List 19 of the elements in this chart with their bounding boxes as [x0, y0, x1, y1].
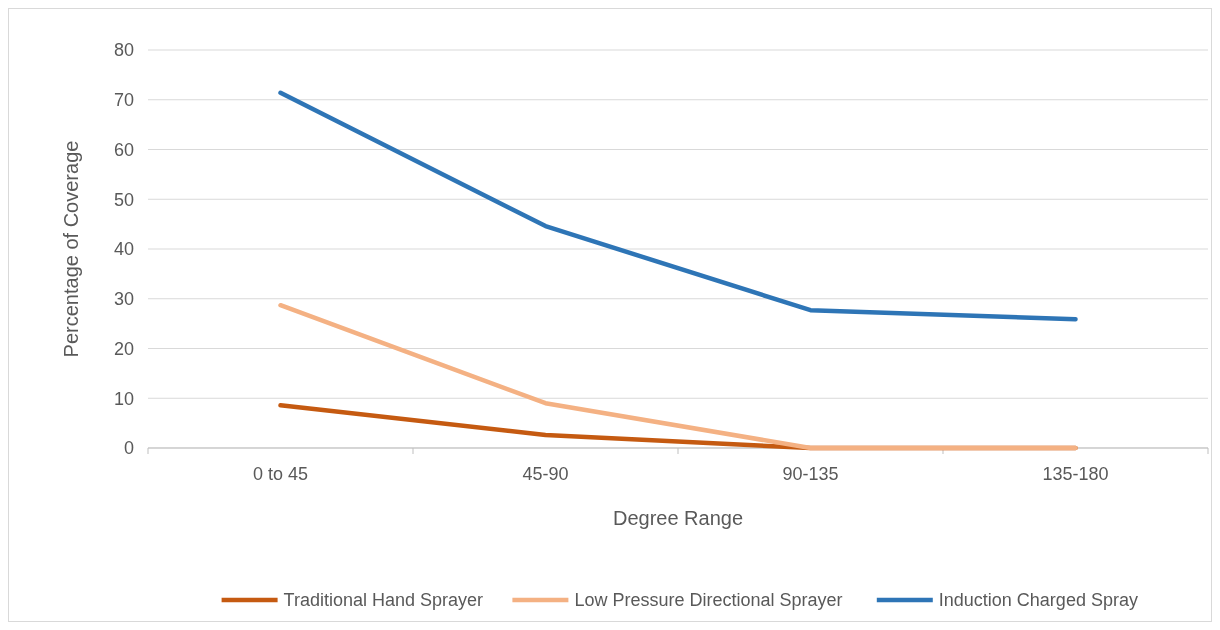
legend-label: Induction Charged Spray: [938, 590, 1138, 611]
y-tick-label: 20: [113, 338, 134, 359]
line-series: [278, 90, 1078, 322]
legend-label: Low Pressure Directional Sprayer: [574, 590, 843, 611]
x-tick-label: 0 to 45: [252, 464, 309, 484]
y-tick-label: 60: [113, 139, 134, 160]
y-tick-label: 70: [113, 90, 134, 111]
x-tick-label: 45-90: [522, 464, 569, 484]
y-tick-label: 0: [123, 438, 134, 459]
legend-label: Traditional Hand Sprayer: [283, 590, 484, 611]
y-tick-label: 50: [113, 189, 134, 210]
y-tick-label: 80: [113, 40, 134, 61]
x-tick-label: 90-135: [782, 464, 839, 484]
y-tick-label: 10: [113, 388, 134, 409]
x-tick-label: 135-180: [1042, 464, 1109, 484]
y-tick-label: 30: [113, 289, 134, 310]
y-axis-title: Percentage of Coverage: [60, 140, 82, 358]
y-tick-label: 40: [113, 239, 134, 260]
x-axis-title: Degree Range: [612, 507, 744, 529]
